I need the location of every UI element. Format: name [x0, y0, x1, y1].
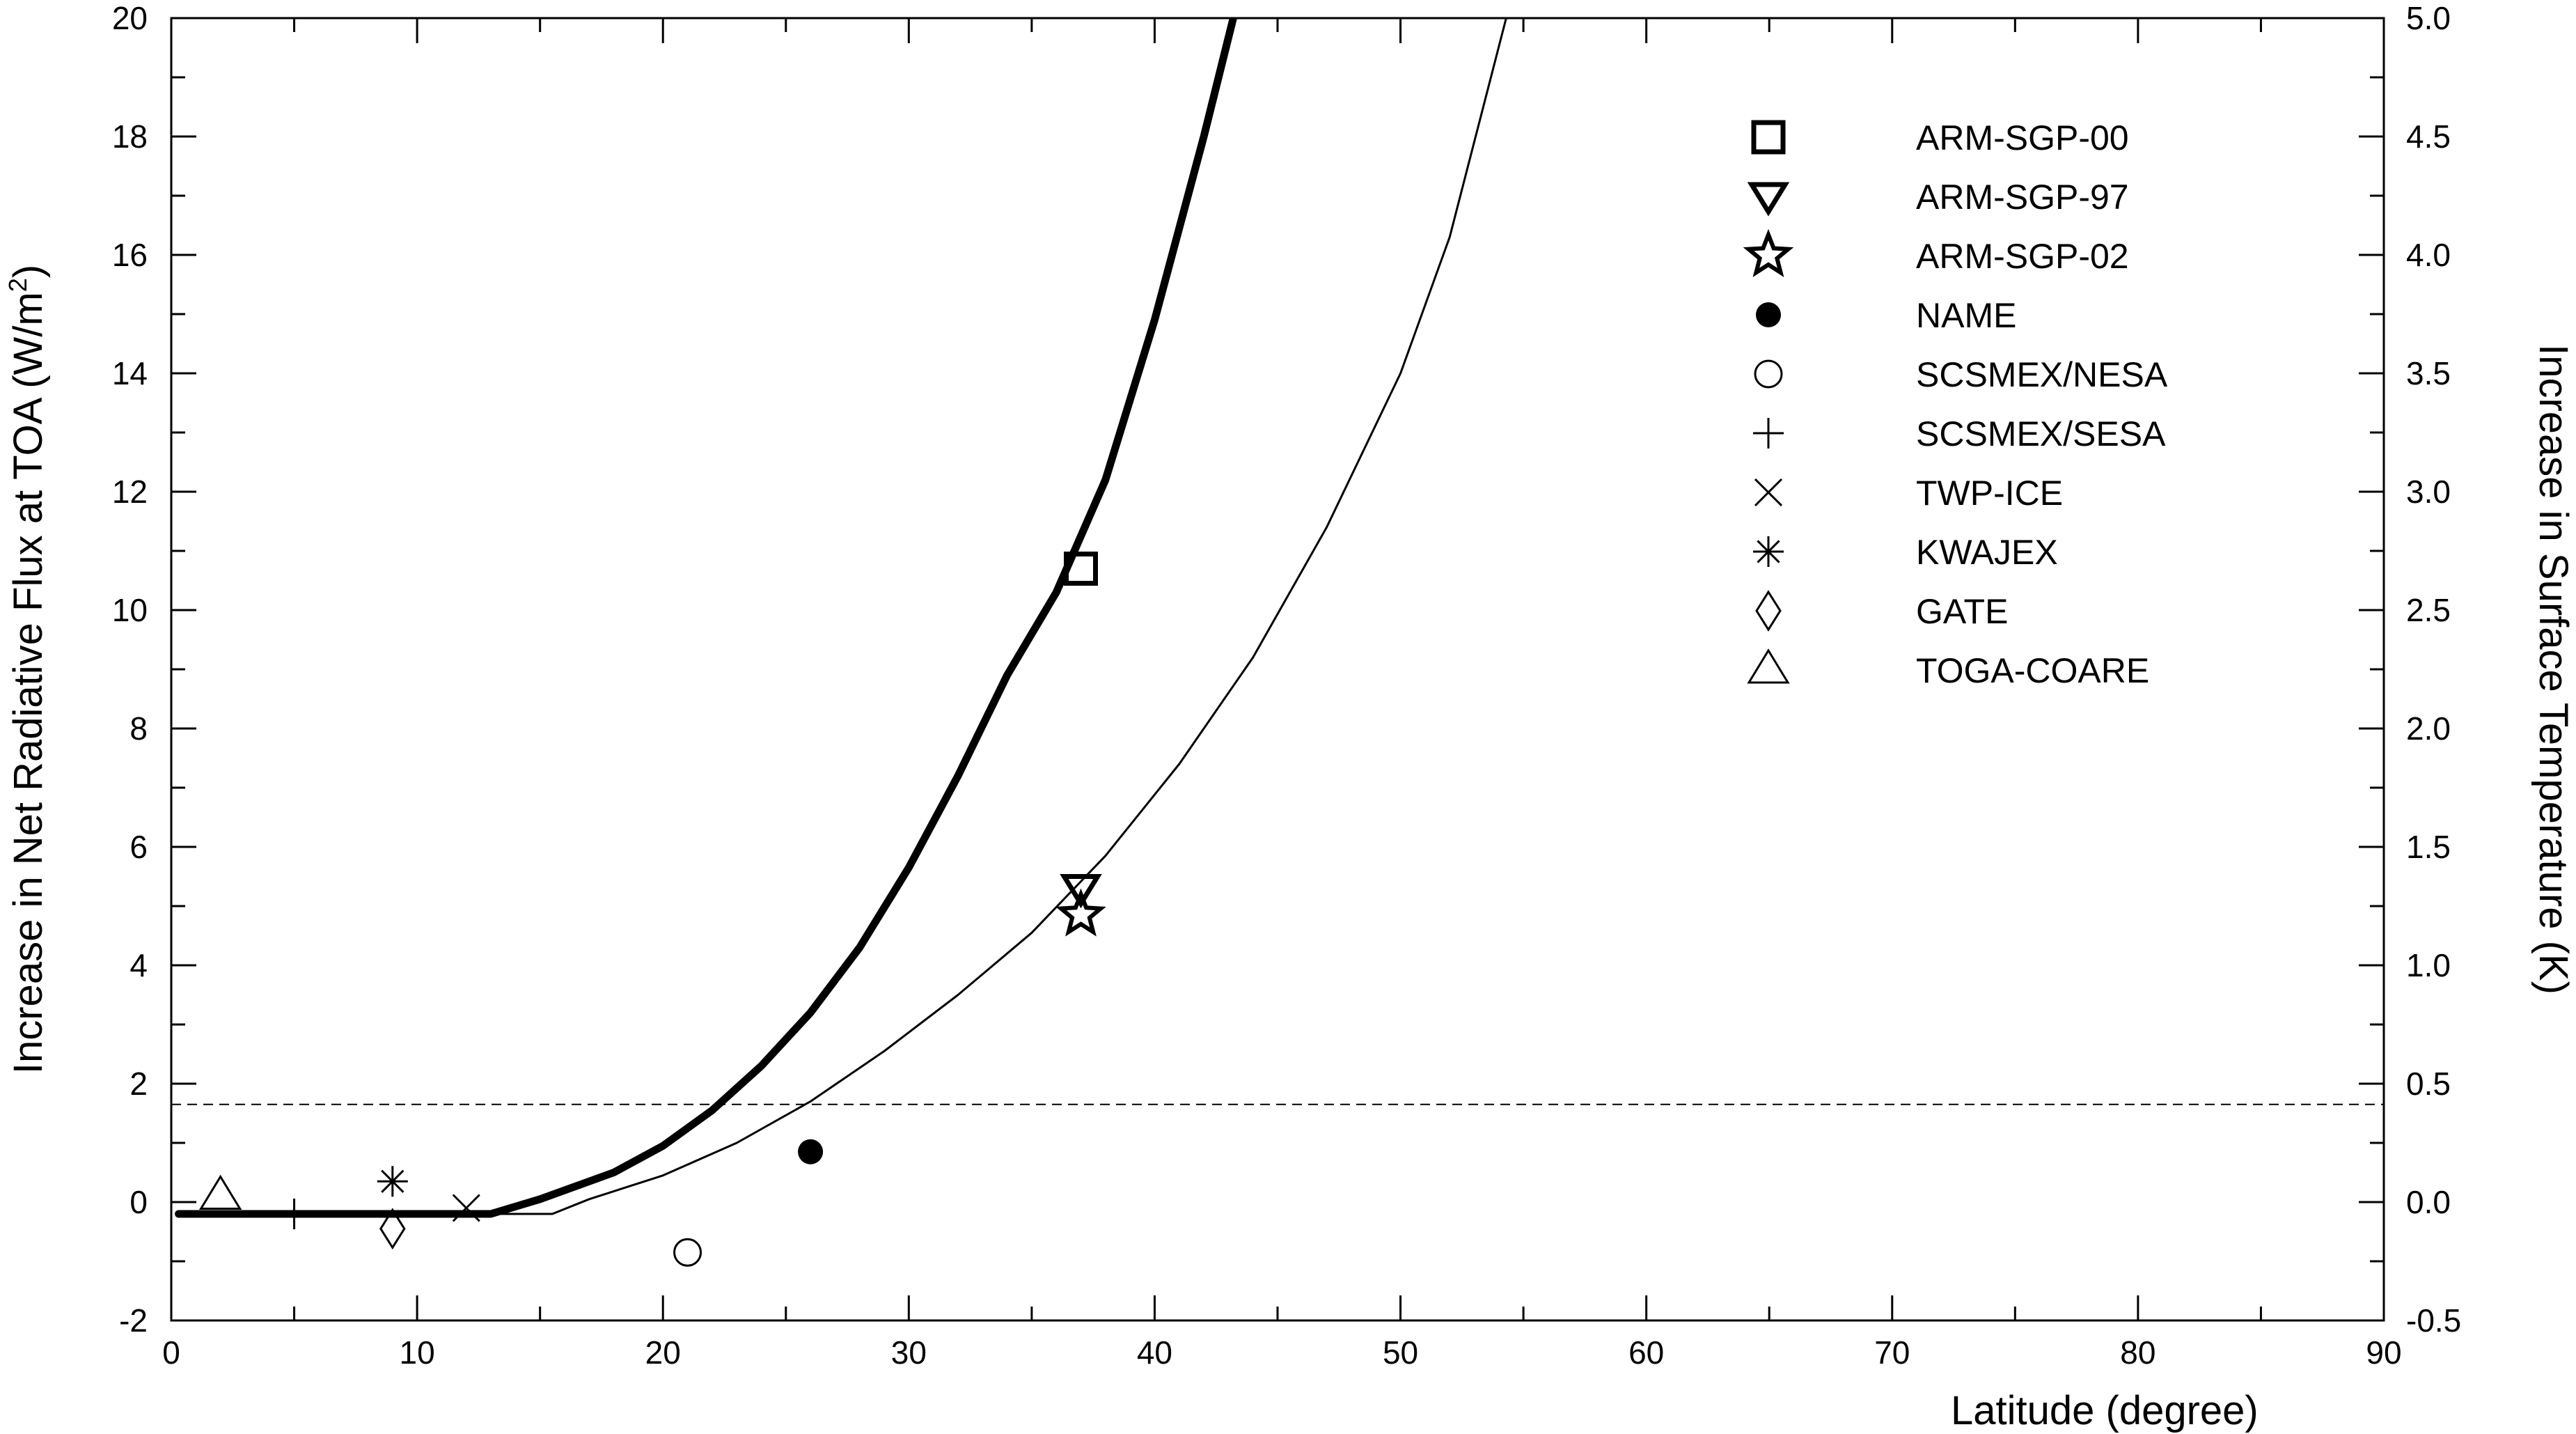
y2-tick-label: 0.0	[2406, 1184, 2451, 1220]
y-axis-title: Increase in Net Radiative Flux at TOA (W…	[3, 265, 51, 1074]
x-tick-label: 0	[162, 1334, 180, 1371]
y2-tick-label: 1.5	[2406, 829, 2451, 865]
y-axis-title-superscript: 2	[3, 278, 32, 292]
y-tick-label: 2	[129, 1066, 148, 1102]
x-tick-label: 80	[2120, 1334, 2155, 1371]
x-tick-label: 10	[400, 1334, 435, 1371]
data-point-open-circle	[673, 1238, 702, 1267]
y-tick-label: 6	[129, 829, 148, 865]
square-marker-shape	[1751, 120, 1786, 155]
legend-marker-plus	[1753, 418, 1784, 449]
diamond-marker-shape	[379, 1208, 406, 1250]
y-tick-label: 18	[112, 118, 148, 155]
legend-label: TWP-ICE	[1916, 474, 2063, 513]
legend-marker-square	[1751, 120, 1786, 155]
y-axis-title-main: Increase in Net Radiative Flux at TOA (W…	[6, 292, 51, 1074]
legend-label: SCSMEX/SESA	[1916, 414, 2166, 453]
y2-tick-label: 4.5	[2406, 118, 2451, 155]
legend-marker-filled-circle	[1756, 302, 1781, 327]
legend-marker-open-circle	[1754, 359, 1783, 389]
x-tick-label: 30	[891, 1334, 927, 1371]
y-tick-label: -2	[119, 1302, 148, 1339]
legend-label: KWAJEX	[1916, 533, 2058, 572]
legend: ARM-SGP-00 ARM-SGP-97 ARM-SGP-02 NAME SCSMEX…	[1743, 118, 2168, 690]
legend-marker-x	[1754, 478, 1783, 507]
x-axis-title: Latitude (degree)	[1951, 1388, 2259, 1433]
legend-label: ARM-SGP-02	[1916, 237, 2129, 276]
y-tick-label: 16	[112, 237, 148, 273]
y2-tick-label: 1.0	[2406, 947, 2451, 983]
data-point-triangle-down	[1060, 874, 1102, 909]
y2-tick-label: 3.5	[2406, 355, 2451, 391]
star-marker-shape	[1743, 228, 1794, 277]
legend-marker-star	[1743, 228, 1794, 277]
data-point-diamond	[379, 1208, 406, 1250]
legend-label: ARM-SGP-97	[1916, 178, 2129, 217]
y2-tick-label: 2.0	[2406, 710, 2451, 747]
open-circle-marker-shape	[1754, 359, 1783, 389]
x-tick-label: 60	[1628, 1334, 1664, 1371]
triangle-up-marker-shape	[198, 1174, 242, 1210]
legend-label: GATE	[1916, 592, 2008, 631]
data-point-asterisk	[377, 1166, 408, 1197]
tick-layer: 0 10 20 30 40 50 60 70 80 90 -2 0 2 4 6 8 10 12 14 16 18 20 -0…	[112, 0, 2461, 1371]
y2-axis-title: Increase in Surface Temperature (K)	[2531, 344, 2576, 995]
y2-tick-label: 3.0	[2406, 474, 2451, 510]
curve-layer	[175, 18, 1507, 1218]
data-point-x	[452, 1194, 480, 1222]
legend-marker-asterisk	[1753, 536, 1784, 567]
legend-marker-diamond	[1755, 590, 1782, 632]
curve-thin	[178, 18, 1507, 1215]
diamond-marker-shape	[1755, 590, 1782, 632]
y-tick-label: 14	[112, 355, 148, 391]
star-marker-shape	[1055, 888, 1106, 937]
triangle-down-marker-shape	[1060, 874, 1102, 909]
data-point-filled-circle	[798, 1139, 824, 1164]
y2-tick-label: 4.0	[2406, 237, 2451, 273]
x-marker-b	[452, 1194, 480, 1222]
asterisk-marker-stroke	[381, 1169, 405, 1193]
curve-thick	[175, 18, 1237, 1218]
x-tick-label: 70	[1874, 1334, 1910, 1371]
y2-tick-label: 2.5	[2406, 592, 2451, 628]
triangle-up-marker-shape	[1747, 648, 1790, 684]
legend-label: TOGA-COARE	[1916, 651, 2149, 690]
triangle-down-marker-shape	[1747, 182, 1790, 217]
marker-layer	[198, 552, 1106, 1267]
data-point-square	[1064, 552, 1099, 586]
y2-tick-label: -0.5	[2406, 1302, 2461, 1339]
y-tick-label: 20	[112, 0, 148, 36]
x-tick-label: 20	[645, 1334, 681, 1371]
data-point-triangle-up	[198, 1174, 242, 1210]
data-point-star	[1055, 888, 1106, 937]
legend-marker-triangle-down	[1747, 182, 1790, 217]
x-tick-label: 90	[2366, 1334, 2401, 1371]
y-axis-title-close: )	[6, 265, 51, 278]
x-tick-label: 50	[1383, 1334, 1418, 1371]
data-point-plus	[278, 1199, 310, 1229]
legend-label: SCSMEX/NESA	[1916, 355, 2168, 394]
y-tick-label: 4	[129, 947, 148, 983]
asterisk-marker-stroke	[1757, 540, 1780, 563]
y2-tick-label: 0.5	[2406, 1066, 2451, 1102]
legend-marker-triangle-up	[1747, 648, 1790, 684]
y-tick-label: 8	[129, 710, 148, 747]
x-tick-label: 40	[1137, 1334, 1172, 1371]
filled-circle-marker-shape	[798, 1139, 824, 1164]
y-tick-label: 10	[112, 592, 148, 628]
filled-circle-marker-shape	[1756, 302, 1781, 327]
square-marker-shape	[1064, 552, 1099, 586]
legend-label: NAME	[1916, 296, 2016, 335]
y2-tick-label: 5.0	[2406, 0, 2451, 36]
x-marker-b	[1754, 478, 1783, 507]
y-tick-label: 0	[129, 1184, 148, 1220]
y-tick-label: 12	[112, 474, 148, 510]
legend-label: ARM-SGP-00	[1916, 118, 2129, 157]
open-circle-marker-shape	[673, 1238, 702, 1267]
